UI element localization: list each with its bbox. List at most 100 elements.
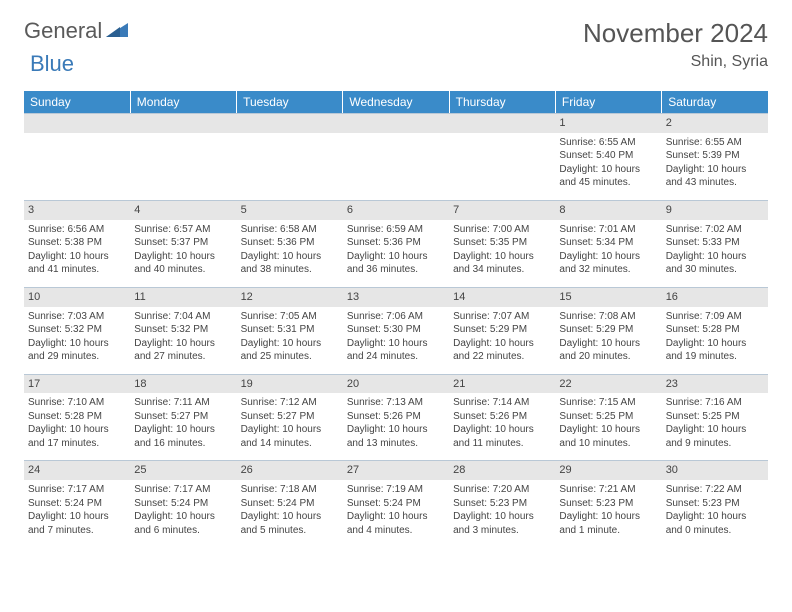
day-number: 27 xyxy=(343,460,449,480)
day-body: Sunrise: 7:10 AM Sunset: 5:28 PM Dayligh… xyxy=(24,393,130,460)
calendar-cell: 3Sunrise: 6:56 AM Sunset: 5:38 PM Daylig… xyxy=(24,200,130,287)
dayname-saturday: Saturday xyxy=(662,91,768,113)
day-body: Sunrise: 7:12 AM Sunset: 5:27 PM Dayligh… xyxy=(237,393,343,460)
day-number: 21 xyxy=(449,374,555,394)
dayname-thursday: Thursday xyxy=(449,91,555,113)
day-number: 19 xyxy=(237,374,343,394)
dayname-friday: Friday xyxy=(555,91,661,113)
calendar-cell: 8Sunrise: 7:01 AM Sunset: 5:34 PM Daylig… xyxy=(555,200,661,287)
calendar-cell: 25Sunrise: 7:17 AM Sunset: 5:24 PM Dayli… xyxy=(130,460,236,547)
day-body: Sunrise: 7:01 AM Sunset: 5:34 PM Dayligh… xyxy=(555,220,661,287)
day-body: Sunrise: 7:21 AM Sunset: 5:23 PM Dayligh… xyxy=(555,480,661,547)
day-body: Sunrise: 7:17 AM Sunset: 5:24 PM Dayligh… xyxy=(24,480,130,547)
dayname-row: Sunday Monday Tuesday Wednesday Thursday… xyxy=(24,91,768,113)
day-body: Sunrise: 7:17 AM Sunset: 5:24 PM Dayligh… xyxy=(130,480,236,547)
day-number: 20 xyxy=(343,374,449,394)
day-number: 16 xyxy=(662,287,768,307)
dayname-sunday: Sunday xyxy=(24,91,130,113)
calendar-cell xyxy=(24,113,130,200)
day-number xyxy=(449,113,555,133)
calendar-cell: 12Sunrise: 7:05 AM Sunset: 5:31 PM Dayli… xyxy=(237,287,343,374)
day-body: Sunrise: 7:04 AM Sunset: 5:32 PM Dayligh… xyxy=(130,307,236,374)
day-number: 18 xyxy=(130,374,236,394)
day-number: 30 xyxy=(662,460,768,480)
logo: General xyxy=(24,18,130,44)
day-body: Sunrise: 6:55 AM Sunset: 5:39 PM Dayligh… xyxy=(662,133,768,200)
dayname-wednesday: Wednesday xyxy=(343,91,449,113)
calendar-cell: 13Sunrise: 7:06 AM Sunset: 5:30 PM Dayli… xyxy=(343,287,449,374)
calendar-cell: 9Sunrise: 7:02 AM Sunset: 5:33 PM Daylig… xyxy=(662,200,768,287)
calendar-cell: 30Sunrise: 7:22 AM Sunset: 5:23 PM Dayli… xyxy=(662,460,768,547)
dayname-tuesday: Tuesday xyxy=(237,91,343,113)
calendar-cell xyxy=(449,113,555,200)
calendar-cell: 29Sunrise: 7:21 AM Sunset: 5:23 PM Dayli… xyxy=(555,460,661,547)
day-body: Sunrise: 7:05 AM Sunset: 5:31 PM Dayligh… xyxy=(237,307,343,374)
day-body: Sunrise: 6:59 AM Sunset: 5:36 PM Dayligh… xyxy=(343,220,449,287)
calendar-cell: 28Sunrise: 7:20 AM Sunset: 5:23 PM Dayli… xyxy=(449,460,555,547)
day-body xyxy=(343,133,449,195)
day-body: Sunrise: 7:02 AM Sunset: 5:33 PM Dayligh… xyxy=(662,220,768,287)
day-number: 12 xyxy=(237,287,343,307)
day-number: 6 xyxy=(343,200,449,220)
day-body: Sunrise: 7:19 AM Sunset: 5:24 PM Dayligh… xyxy=(343,480,449,547)
day-body: Sunrise: 7:13 AM Sunset: 5:26 PM Dayligh… xyxy=(343,393,449,460)
day-body xyxy=(449,133,555,195)
calendar-week: 24Sunrise: 7:17 AM Sunset: 5:24 PM Dayli… xyxy=(24,460,768,547)
calendar-cell xyxy=(130,113,236,200)
day-body: Sunrise: 7:07 AM Sunset: 5:29 PM Dayligh… xyxy=(449,307,555,374)
day-body: Sunrise: 6:57 AM Sunset: 5:37 PM Dayligh… xyxy=(130,220,236,287)
calendar-cell: 19Sunrise: 7:12 AM Sunset: 5:27 PM Dayli… xyxy=(237,374,343,461)
calendar-cell: 5Sunrise: 6:58 AM Sunset: 5:36 PM Daylig… xyxy=(237,200,343,287)
title-area: November 2024 Shin, Syria xyxy=(583,18,768,71)
calendar-table: Sunday Monday Tuesday Wednesday Thursday… xyxy=(24,91,768,547)
day-number: 5 xyxy=(237,200,343,220)
calendar-cell: 10Sunrise: 7:03 AM Sunset: 5:32 PM Dayli… xyxy=(24,287,130,374)
day-body: Sunrise: 7:14 AM Sunset: 5:26 PM Dayligh… xyxy=(449,393,555,460)
calendar-cell: 16Sunrise: 7:09 AM Sunset: 5:28 PM Dayli… xyxy=(662,287,768,374)
day-body xyxy=(130,133,236,195)
day-number: 3 xyxy=(24,200,130,220)
logo-text-gray: General xyxy=(24,18,102,44)
day-body: Sunrise: 7:00 AM Sunset: 5:35 PM Dayligh… xyxy=(449,220,555,287)
day-number: 8 xyxy=(555,200,661,220)
day-number: 25 xyxy=(130,460,236,480)
month-title: November 2024 xyxy=(583,18,768,49)
calendar-cell: 27Sunrise: 7:19 AM Sunset: 5:24 PM Dayli… xyxy=(343,460,449,547)
logo-triangle-icon xyxy=(106,21,128,42)
day-number xyxy=(130,113,236,133)
calendar-week: 3Sunrise: 6:56 AM Sunset: 5:38 PM Daylig… xyxy=(24,200,768,287)
day-number: 10 xyxy=(24,287,130,307)
day-number: 29 xyxy=(555,460,661,480)
calendar-week: 1Sunrise: 6:55 AM Sunset: 5:40 PM Daylig… xyxy=(24,113,768,200)
day-body: Sunrise: 7:11 AM Sunset: 5:27 PM Dayligh… xyxy=(130,393,236,460)
day-body: Sunrise: 7:03 AM Sunset: 5:32 PM Dayligh… xyxy=(24,307,130,374)
day-number: 15 xyxy=(555,287,661,307)
day-number: 17 xyxy=(24,374,130,394)
calendar-cell: 26Sunrise: 7:18 AM Sunset: 5:24 PM Dayli… xyxy=(237,460,343,547)
day-body xyxy=(237,133,343,195)
day-number: 7 xyxy=(449,200,555,220)
day-number: 4 xyxy=(130,200,236,220)
day-number: 14 xyxy=(449,287,555,307)
day-body: Sunrise: 7:15 AM Sunset: 5:25 PM Dayligh… xyxy=(555,393,661,460)
dayname-monday: Monday xyxy=(130,91,236,113)
calendar-cell: 6Sunrise: 6:59 AM Sunset: 5:36 PM Daylig… xyxy=(343,200,449,287)
day-number: 9 xyxy=(662,200,768,220)
day-number xyxy=(343,113,449,133)
day-number: 22 xyxy=(555,374,661,394)
day-body: Sunrise: 6:55 AM Sunset: 5:40 PM Dayligh… xyxy=(555,133,661,200)
calendar-body: 1Sunrise: 6:55 AM Sunset: 5:40 PM Daylig… xyxy=(24,113,768,547)
day-body: Sunrise: 7:09 AM Sunset: 5:28 PM Dayligh… xyxy=(662,307,768,374)
day-number: 11 xyxy=(130,287,236,307)
calendar-cell: 11Sunrise: 7:04 AM Sunset: 5:32 PM Dayli… xyxy=(130,287,236,374)
calendar-cell: 18Sunrise: 7:11 AM Sunset: 5:27 PM Dayli… xyxy=(130,374,236,461)
calendar-cell: 2Sunrise: 6:55 AM Sunset: 5:39 PM Daylig… xyxy=(662,113,768,200)
calendar-week: 17Sunrise: 7:10 AM Sunset: 5:28 PM Dayli… xyxy=(24,374,768,461)
day-body: Sunrise: 6:56 AM Sunset: 5:38 PM Dayligh… xyxy=(24,220,130,287)
day-number: 1 xyxy=(555,113,661,133)
day-number: 26 xyxy=(237,460,343,480)
day-number: 13 xyxy=(343,287,449,307)
calendar-cell: 23Sunrise: 7:16 AM Sunset: 5:25 PM Dayli… xyxy=(662,374,768,461)
logo-text-blue: Blue xyxy=(30,51,74,77)
calendar-cell: 21Sunrise: 7:14 AM Sunset: 5:26 PM Dayli… xyxy=(449,374,555,461)
